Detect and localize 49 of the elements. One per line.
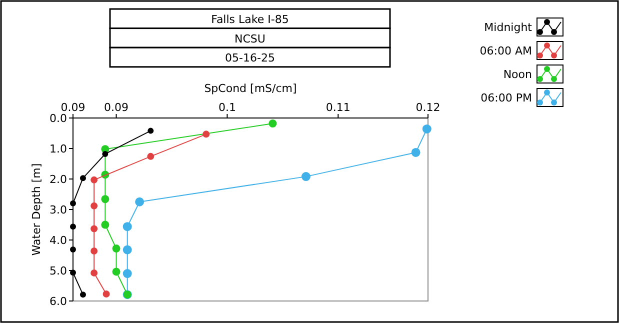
point	[80, 292, 86, 298]
point	[90, 176, 98, 184]
legend-label: 06:00 PM	[480, 92, 532, 104]
legend-label: 06:00 AM	[480, 44, 532, 58]
point	[70, 224, 76, 230]
point	[422, 124, 432, 134]
y-tick-label: 2.0	[50, 173, 67, 186]
point	[102, 290, 110, 298]
point	[112, 244, 120, 253]
point	[90, 269, 98, 276]
text: 05-16-25	[225, 52, 275, 65]
point	[202, 130, 210, 138]
point	[70, 200, 76, 206]
point	[101, 220, 110, 229]
x-tick-label: 0.09	[104, 101, 129, 114]
chart-title: Falls Lake I-85	[211, 13, 289, 26]
point	[122, 222, 132, 232]
y-tick-label: 3.0	[50, 204, 67, 216]
x-tick-label: 0.11	[326, 101, 350, 114]
y-tick-label: 1.0	[50, 142, 67, 156]
point	[70, 246, 76, 252]
point	[90, 247, 98, 254]
x-tick-label: 0.09	[60, 101, 86, 114]
y-tick-label: 5.0	[50, 264, 67, 278]
point	[102, 150, 108, 157]
point	[70, 270, 76, 276]
point	[101, 195, 110, 204]
point	[122, 269, 132, 278]
y-tick-label: 0.0	[50, 112, 67, 125]
point	[90, 202, 98, 210]
y-tick-label: 6.0	[50, 295, 67, 308]
point	[411, 148, 420, 157]
point	[268, 119, 277, 128]
point	[112, 268, 120, 276]
x-tick-label: 0.1	[218, 101, 236, 114]
x-tick-label: 0.12	[416, 101, 440, 114]
point	[135, 197, 144, 206]
point	[301, 172, 310, 182]
point	[147, 152, 154, 160]
legend-label: Midnight	[484, 21, 533, 34]
point	[148, 128, 154, 134]
x-axis-title: SpCond [mS/cm]	[204, 82, 297, 95]
legend-label: Noon	[503, 68, 532, 81]
y-axis-title: Water Depth [m]	[30, 163, 43, 256]
point	[122, 245, 132, 254]
y-tick-label: 4.0	[50, 234, 67, 247]
point	[90, 225, 98, 232]
chart-subtitle: NCSU	[234, 32, 266, 46]
point	[80, 175, 86, 182]
